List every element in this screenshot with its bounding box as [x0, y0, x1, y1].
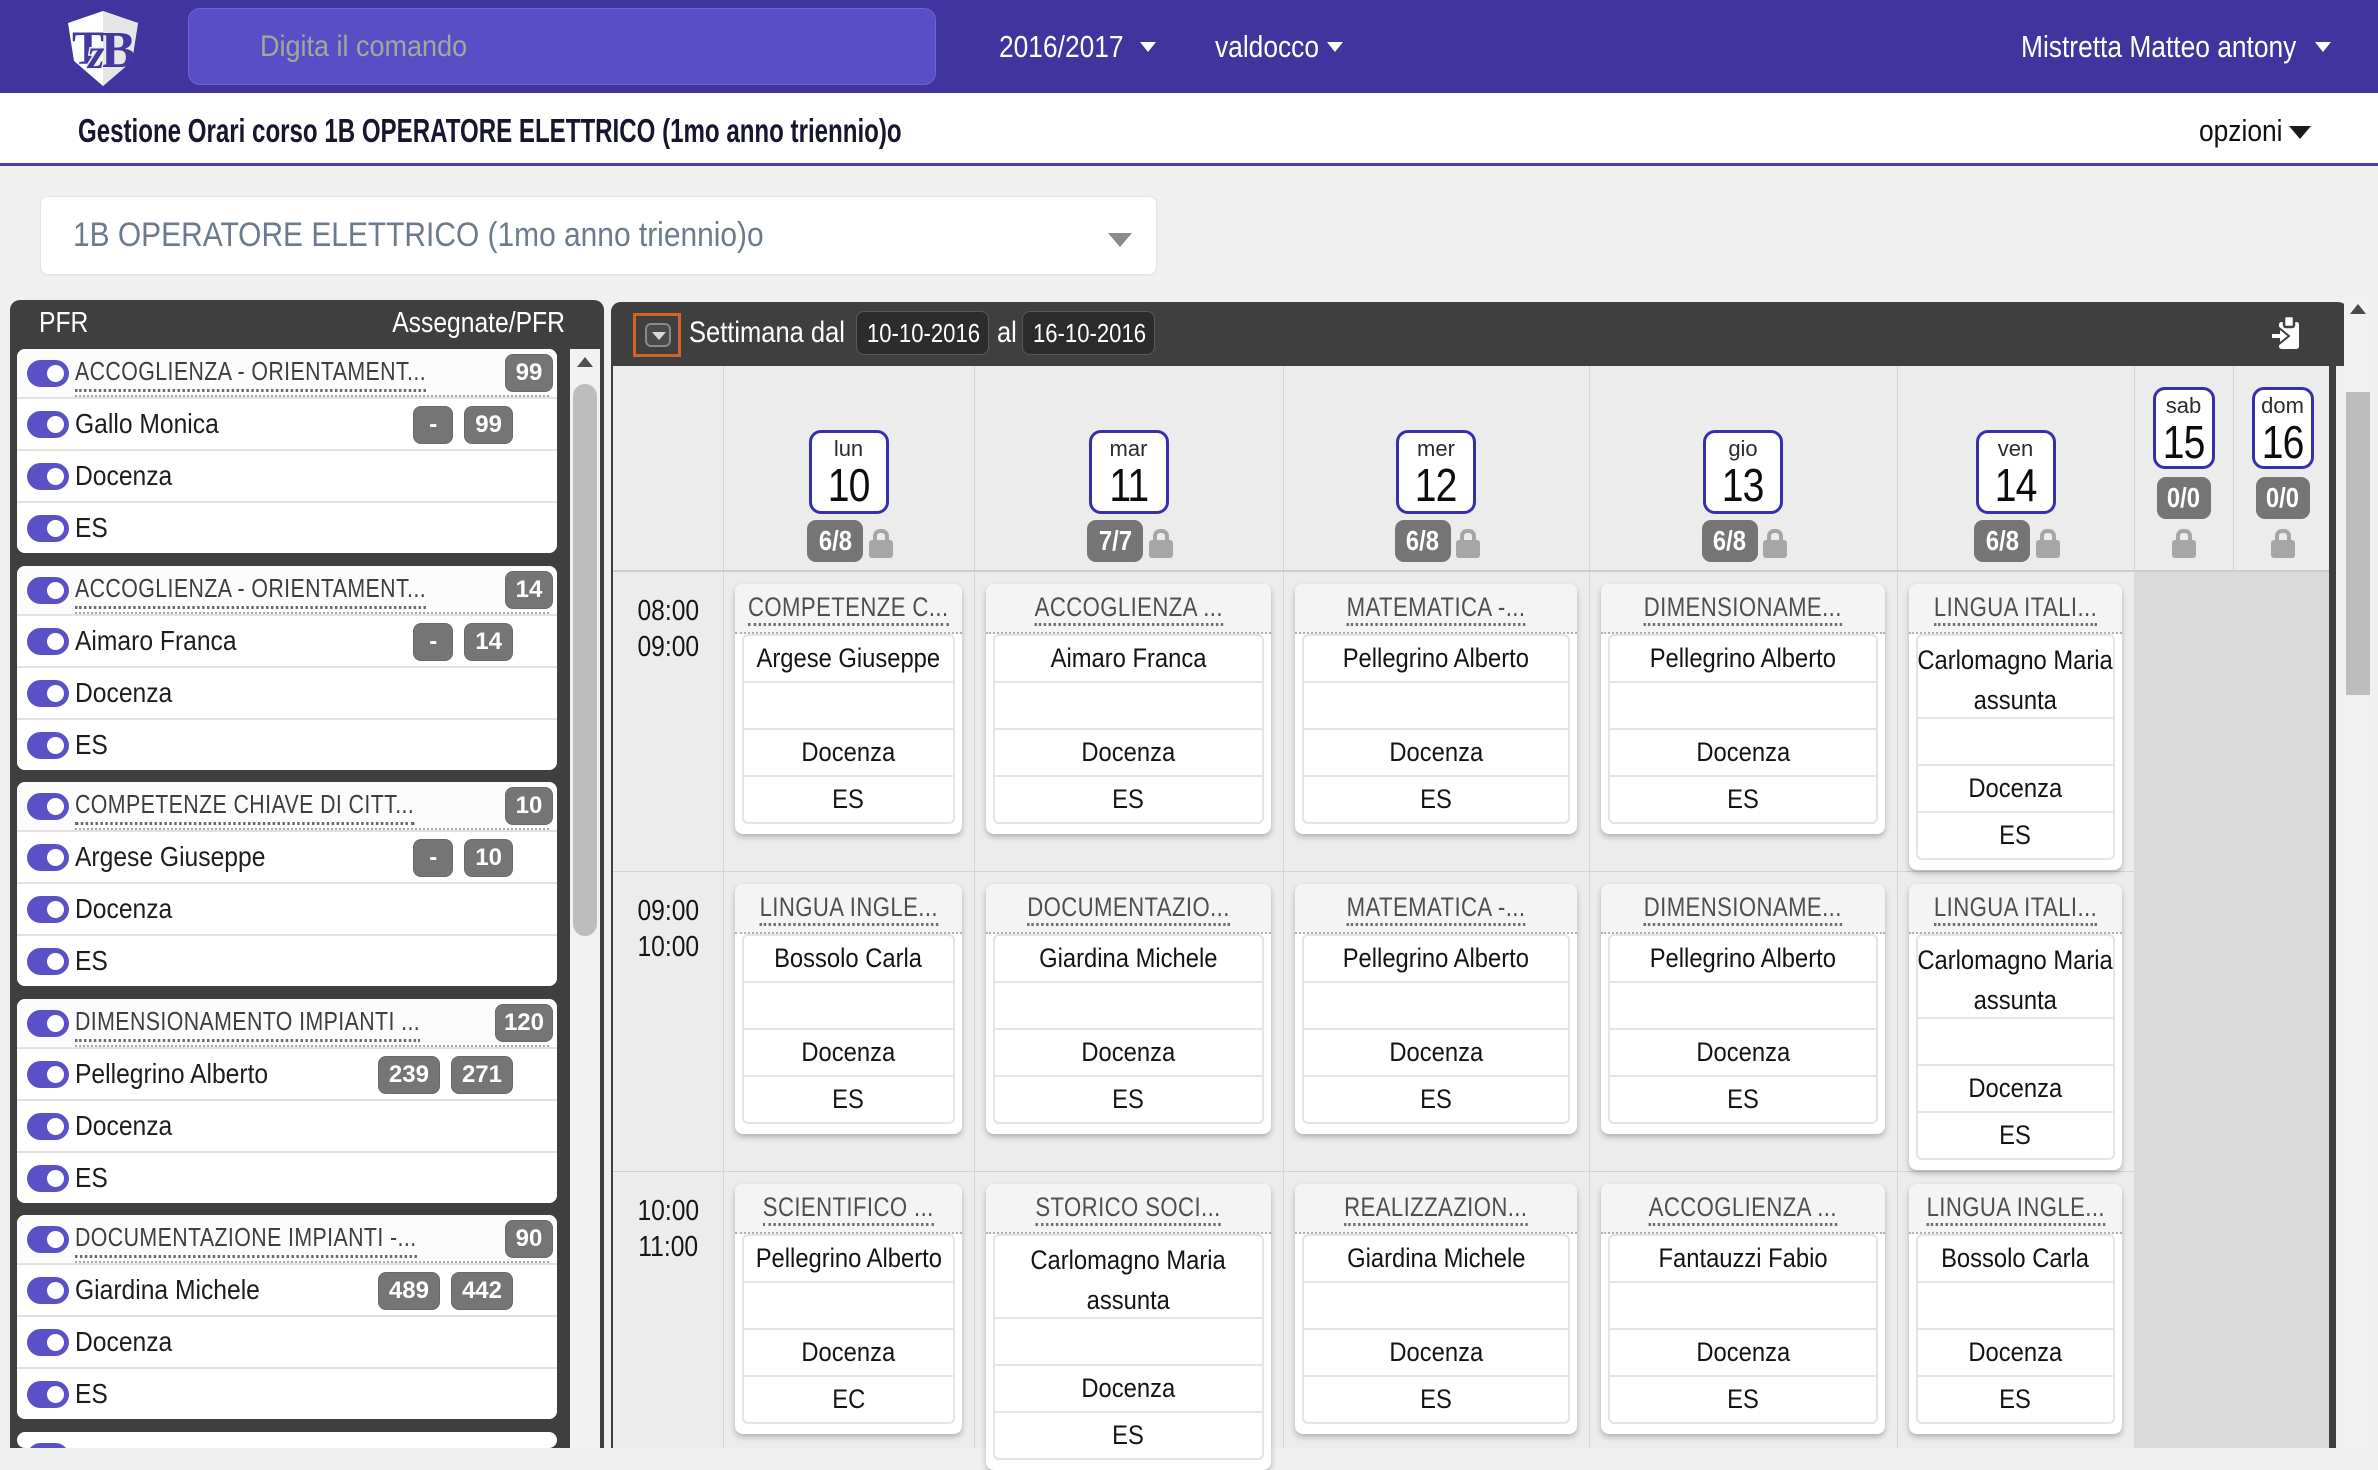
svg-text:T: T [72, 22, 104, 75]
svg-text:B: B [101, 22, 136, 79]
svg-text:z: z [86, 32, 105, 78]
svg-text:z: z [86, 32, 105, 78]
